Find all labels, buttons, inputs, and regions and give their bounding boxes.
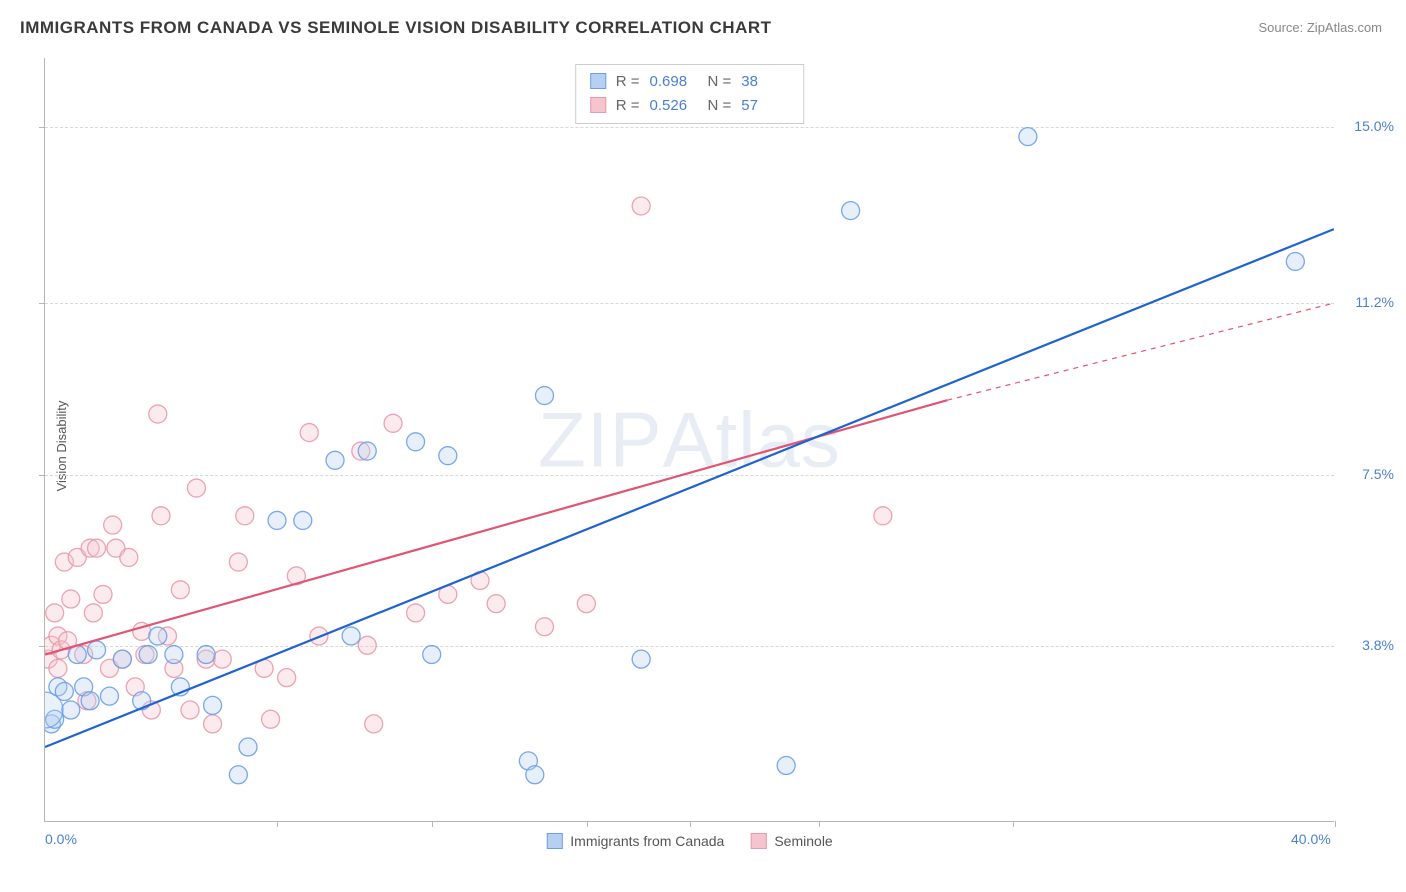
scatter-point: [535, 618, 553, 636]
scatter-point: [365, 715, 383, 733]
regression-line: [947, 303, 1334, 400]
scatter-point: [326, 451, 344, 469]
scatter-point: [439, 447, 457, 465]
regression-line: [45, 229, 1334, 747]
scatter-point: [100, 687, 118, 705]
scatter-point: [181, 701, 199, 719]
scatter-point: [49, 659, 67, 677]
swatch-seminole-bottom: [750, 833, 766, 849]
n-label: N =: [708, 97, 732, 114]
x-tick-label: 0.0%: [45, 831, 77, 847]
y-tick-label: 7.5%: [1338, 466, 1394, 482]
plot-svg: [45, 58, 1334, 821]
scatter-point: [342, 627, 360, 645]
legend-label-seminole: Seminole: [774, 833, 832, 849]
scatter-point: [171, 581, 189, 599]
scatter-point: [1019, 128, 1037, 146]
scatter-point: [81, 692, 99, 710]
n-value-canada: 38: [741, 73, 789, 90]
r-label: R =: [616, 73, 640, 90]
scatter-point: [268, 511, 286, 529]
scatter-point: [300, 424, 318, 442]
scatter-point: [358, 442, 376, 460]
scatter-point: [113, 650, 131, 668]
x-tick-mark: [587, 821, 588, 827]
scatter-point: [535, 387, 553, 405]
scatter-point: [149, 405, 167, 423]
scatter-point: [229, 553, 247, 571]
x-tick-mark: [277, 821, 278, 827]
r-value-seminole: 0.526: [650, 97, 698, 114]
scatter-point: [88, 641, 106, 659]
scatter-point: [229, 766, 247, 784]
x-tick-mark: [819, 821, 820, 827]
scatter-point: [213, 650, 231, 668]
scatter-point: [62, 590, 80, 608]
y-tick-label: 11.2%: [1338, 294, 1394, 310]
scatter-point: [526, 766, 544, 784]
x-tick-mark: [690, 821, 691, 827]
scatter-point: [407, 604, 425, 622]
swatch-canada-bottom: [546, 833, 562, 849]
n-value-seminole: 57: [741, 97, 789, 114]
correlation-legend: R = 0.698 N = 38 R = 0.526 N = 57: [575, 64, 805, 124]
scatter-point: [94, 585, 112, 603]
scatter-point: [407, 433, 425, 451]
chart-source: Source: ZipAtlas.com: [1258, 20, 1382, 35]
legend-label-canada: Immigrants from Canada: [570, 833, 724, 849]
y-tick-label: 15.0%: [1338, 118, 1394, 134]
plot-area: ZIPAtlas R = 0.698 N = 38 R = 0.526 N = …: [44, 58, 1334, 822]
x-tick-mark: [432, 821, 433, 827]
swatch-seminole: [590, 97, 606, 113]
scatter-point: [842, 202, 860, 220]
scatter-point: [278, 669, 296, 687]
scatter-point: [632, 197, 650, 215]
legend-item-seminole: Seminole: [750, 833, 832, 849]
legend-row-canada: R = 0.698 N = 38: [590, 69, 790, 93]
r-label: R =: [616, 97, 640, 114]
swatch-canada: [590, 73, 606, 89]
scatter-point: [84, 604, 102, 622]
scatter-point: [874, 507, 892, 525]
scatter-point: [165, 646, 183, 664]
scatter-point: [104, 516, 122, 534]
scatter-point: [632, 650, 650, 668]
scatter-point: [358, 636, 376, 654]
scatter-point: [139, 646, 157, 664]
scatter-point: [149, 627, 167, 645]
scatter-point: [204, 696, 222, 714]
scatter-point: [294, 511, 312, 529]
scatter-point: [152, 507, 170, 525]
legend-item-canada: Immigrants from Canada: [546, 833, 724, 849]
scatter-point: [1286, 252, 1304, 270]
scatter-point: [197, 646, 215, 664]
legend-row-seminole: R = 0.526 N = 57: [590, 93, 790, 117]
scatter-point: [384, 414, 402, 432]
chart-title: IMMIGRANTS FROM CANADA VS SEMINOLE VISIO…: [20, 18, 772, 38]
scatter-point: [236, 507, 254, 525]
scatter-point: [204, 715, 222, 733]
scatter-point: [777, 757, 795, 775]
scatter-point: [62, 701, 80, 719]
scatter-point: [187, 479, 205, 497]
r-value-canada: 0.698: [650, 73, 698, 90]
x-tick-mark: [1335, 821, 1336, 827]
scatter-point: [487, 595, 505, 613]
scatter-point: [88, 539, 106, 557]
n-label: N =: [708, 73, 732, 90]
scatter-point: [262, 710, 280, 728]
scatter-point: [239, 738, 257, 756]
scatter-point: [46, 604, 64, 622]
chart-container: IMMIGRANTS FROM CANADA VS SEMINOLE VISIO…: [0, 0, 1406, 892]
scatter-point: [120, 548, 138, 566]
y-tick-label: 3.8%: [1338, 637, 1394, 653]
scatter-point: [423, 646, 441, 664]
scatter-point: [577, 595, 595, 613]
series-legend: Immigrants from Canada Seminole: [546, 833, 832, 849]
x-tick-mark: [1013, 821, 1014, 827]
x-tick-label: 40.0%: [1291, 831, 1331, 847]
